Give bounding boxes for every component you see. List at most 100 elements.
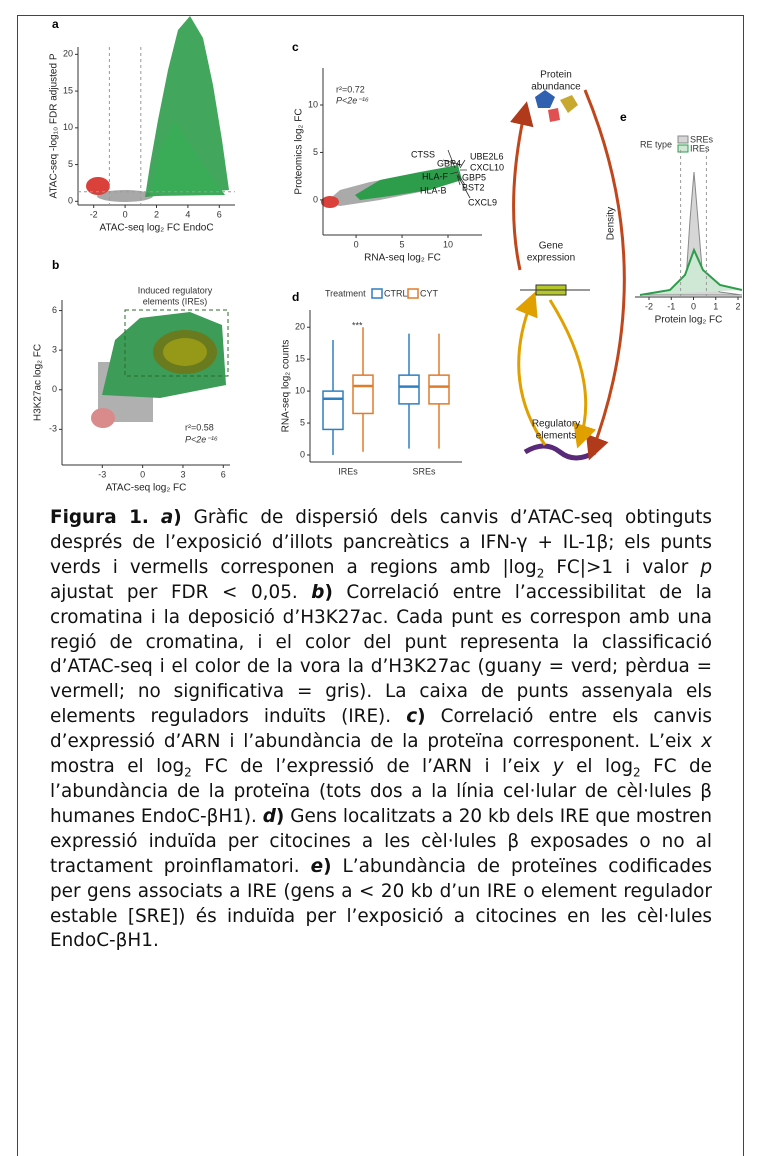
point-cloud-a	[86, 16, 229, 202]
y-tick-label: 5	[68, 159, 73, 169]
caption-run: x	[701, 731, 712, 753]
caption-run: Gràfic de dispersió dels canvis d’ATAC-s…	[50, 507, 712, 578]
y-tick-label: 3	[52, 345, 57, 355]
diagram-label: elements	[536, 431, 577, 442]
caption-run: b	[311, 581, 325, 603]
legend-swatch	[371, 288, 383, 299]
x-tick-label: 6	[217, 209, 222, 219]
y-axis-label: H3K27ac log₂ FC	[33, 344, 44, 421]
diagram-label: Regulatory	[532, 419, 580, 430]
gene-label: GBP4	[437, 158, 461, 168]
legend-label: CYT	[420, 288, 439, 298]
point-cloud-c	[321, 149, 471, 208]
density-e	[639, 171, 743, 296]
figure: a b c d e Induced regulatory elements (I…	[33, 16, 743, 494]
x-axis-label: ATAC-seq log₂ FC EndoC	[99, 223, 213, 234]
x-tick-label: -3	[98, 469, 106, 479]
x-tick-label: 1	[713, 301, 718, 311]
point-cloud-b	[91, 309, 229, 428]
gene-label: HLA-B	[420, 185, 447, 195]
y-tick-label: 5	[300, 417, 305, 427]
caption-run: Gens localitzats a 20 kb dels IRE que mo…	[50, 805, 712, 877]
y-tick-label: 0	[300, 449, 305, 459]
x-tick-label: -2	[645, 301, 653, 311]
x-tick-label: 0	[140, 469, 145, 479]
caption-run: e	[310, 855, 324, 877]
caption-run: c	[406, 706, 418, 728]
panel-letter: a	[52, 17, 59, 31]
legend-title: RE type	[640, 139, 672, 149]
x-tick-label: 5	[400, 239, 405, 249]
p-value: P<2e⁻¹⁶	[336, 95, 369, 105]
panel-letter: e	[620, 110, 627, 124]
x-tick-label: 0	[123, 209, 128, 219]
gene-label: CXCL10	[470, 162, 504, 172]
gene-label: CTSS	[411, 149, 435, 159]
gene-label: GBP5	[462, 172, 486, 182]
significance: ***	[352, 320, 363, 330]
legend-swatch	[407, 288, 419, 299]
caption-run: 2	[536, 566, 545, 581]
panel-letter: b	[52, 258, 59, 272]
caption-run: 2	[633, 765, 641, 780]
box	[322, 390, 344, 431]
x-tick-label: 2	[735, 301, 740, 311]
y-tick-label: 15	[295, 354, 305, 364]
figure-frame	[17, 15, 744, 1156]
box-label: Induced regulatory	[138, 285, 213, 295]
y-tick-label: 15	[63, 85, 73, 95]
legend-label: CTRL	[384, 288, 408, 298]
y-tick-label: 5	[313, 147, 318, 157]
y-tick-label: 0	[68, 196, 73, 206]
caption-run: )	[323, 855, 332, 877]
x-tick-label: -2	[90, 209, 98, 219]
caption-run: )	[173, 507, 182, 528]
diagram	[510, 89, 626, 461]
y-tick-label: 0	[313, 194, 318, 204]
caption-run: Correlació entre els canvis d’expressió …	[50, 706, 712, 753]
x-tick-label: 3	[180, 469, 185, 479]
caption-run: ajustat per FDR < 0,05.	[50, 581, 312, 603]
y-tick-label: 6	[52, 305, 57, 315]
caption-run: mostra el log	[50, 756, 185, 778]
x-tick-label: SREs	[412, 466, 436, 476]
y-tick-label: 20	[295, 322, 305, 332]
x-tick-label: 4	[185, 209, 190, 219]
gene-label: CXCL9	[468, 197, 497, 207]
caption-run: d	[262, 805, 276, 827]
r2: r²=0.58	[185, 422, 214, 432]
panel-letter: d	[292, 290, 299, 304]
x-tick-label: 10	[443, 239, 453, 249]
x-axis-label: Protein log₂ FC	[655, 315, 723, 326]
legend-label: SREs	[690, 134, 714, 144]
y-tick-label: 20	[63, 49, 73, 59]
caption-run: Correlació entre l’accessibilitat de la …	[50, 581, 712, 728]
y-tick-label: -3	[49, 424, 57, 434]
caption-run: y	[552, 756, 564, 778]
y-axis-label: RNA-seq log₂ counts	[281, 340, 292, 433]
caption: Figura 1. a) Gràfic de dispersió dels ca…	[50, 506, 712, 954]
gene-label: BST2	[462, 182, 485, 192]
caption-run: Figura 1.	[50, 507, 149, 528]
caption-run: 2	[184, 765, 192, 780]
caption-run: el log	[563, 756, 634, 778]
box	[398, 374, 420, 405]
legend-title: Treatment	[325, 288, 366, 298]
caption-run: )	[324, 581, 333, 603]
box	[352, 374, 374, 415]
x-tick-label: 2	[154, 209, 159, 219]
caption-run: L’abundància de proteïnes codificades pe…	[50, 855, 712, 952]
caption-run: p	[700, 556, 712, 578]
r2: r²=0.72	[336, 84, 365, 94]
diagram-label: abundance	[531, 82, 581, 93]
x-tick-label: 6	[221, 469, 226, 479]
gene-label: UBE2L6	[470, 151, 504, 161]
caption-run: FC de l’expressió de l’ARN i l’eix	[191, 756, 553, 778]
x-tick-label: IREs	[338, 466, 358, 476]
legend-swatch	[677, 135, 689, 144]
x-axis-label: ATAC-seq log₂ FC	[106, 483, 187, 494]
caption-run: )	[417, 706, 426, 728]
y-axis-label: ATAC-seq -log₁₀ FDR adjusted P	[49, 53, 60, 198]
caption-run: FC de l’abundància de la proteïna (tots …	[50, 756, 712, 827]
